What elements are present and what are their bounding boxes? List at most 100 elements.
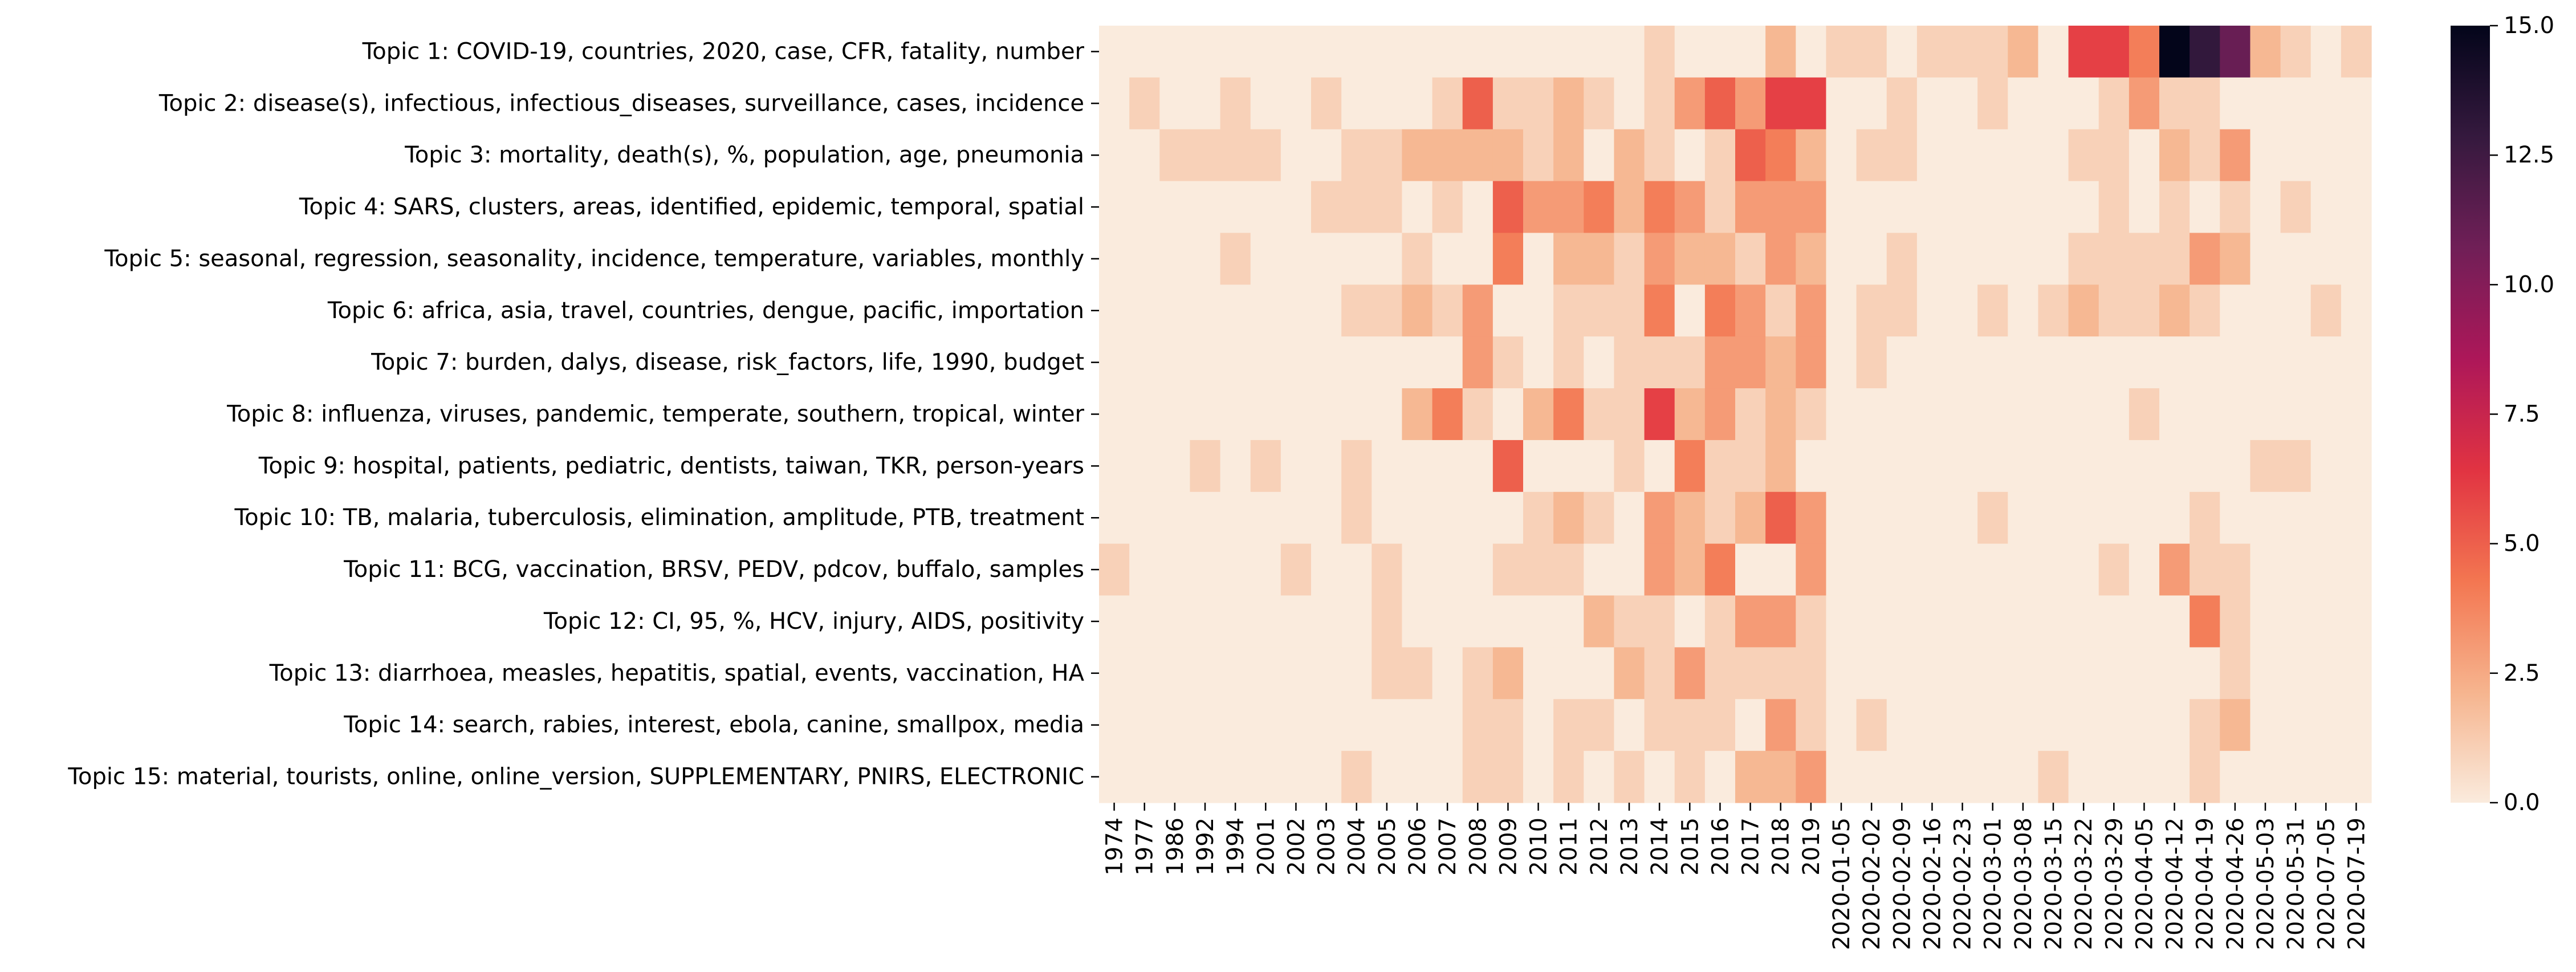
y-tick-label: Topic 2: disease(s), infectious, infecti… xyxy=(158,90,1084,116)
heatmap-cell xyxy=(2341,26,2372,78)
heatmap-cell xyxy=(2310,129,2342,182)
heatmap-cell xyxy=(1735,77,1766,130)
y-tick-label: Topic 11: BCG, vaccination, BRSV, PEDV, … xyxy=(343,556,1084,583)
y-tick-label: Topic 3: mortality, death(s), %, populat… xyxy=(404,142,1084,168)
heatmap-cell xyxy=(1796,699,1827,751)
x-tick-label: 2012 xyxy=(1586,818,1613,876)
heatmap-cell xyxy=(2038,543,2069,596)
heatmap-cell xyxy=(1432,336,1463,389)
heatmap-cell xyxy=(1250,543,1281,596)
heatmap-cell xyxy=(2310,595,2342,648)
heatmap-cell xyxy=(1916,77,1948,130)
heatmap-cell xyxy=(2220,388,2251,441)
heatmap-cell xyxy=(1402,77,1433,130)
heatmap-cell xyxy=(2250,129,2281,182)
heatmap-cell xyxy=(1462,491,1493,544)
heatmap-cell xyxy=(2310,751,2342,803)
heatmap-cell xyxy=(1099,129,1130,182)
x-tick-label: 2001 xyxy=(1253,818,1279,876)
heatmap-cell xyxy=(1614,595,1645,648)
heatmap-cell xyxy=(1977,233,2008,285)
heatmap-cell xyxy=(1886,699,1918,751)
colorbar-tick-label: 2.5 xyxy=(2504,660,2540,686)
heatmap-cell xyxy=(2220,336,2251,389)
heatmap-cell xyxy=(1614,26,1645,78)
heatmap-cell xyxy=(2008,699,2039,751)
heatmap-cell xyxy=(1280,491,1312,544)
heatmap-cell xyxy=(1553,647,1584,699)
heatmap-cell xyxy=(1674,491,1706,544)
heatmap-cell xyxy=(1644,233,1675,285)
heatmap-cell xyxy=(2280,751,2312,803)
heatmap-cell xyxy=(1523,181,1554,234)
heatmap-cell xyxy=(1311,647,1342,699)
heatmap-cell xyxy=(1674,440,1706,493)
heatmap-cell xyxy=(1977,388,2008,441)
x-tick-label: 2020-03-01 xyxy=(1980,818,2007,950)
heatmap-cell xyxy=(2341,181,2372,234)
heatmap-cell xyxy=(1462,284,1493,337)
heatmap-cell xyxy=(1250,647,1281,699)
heatmap-cell xyxy=(1796,26,1827,78)
heatmap-cell xyxy=(1977,26,2008,78)
heatmap-cell xyxy=(1977,129,2008,182)
heatmap-cell xyxy=(2129,543,2160,596)
x-tick-label: 2010 xyxy=(1526,818,1552,876)
heatmap-cell xyxy=(1886,388,1918,441)
heatmap-cell xyxy=(1704,647,1736,699)
heatmap-cell xyxy=(1886,284,1918,337)
heatmap-cell xyxy=(2250,595,2281,648)
heatmap-cell xyxy=(1220,647,1251,699)
heatmap-cell xyxy=(1704,336,1736,389)
heatmap-cell xyxy=(2190,284,2220,337)
heatmap-cell xyxy=(2008,233,2039,285)
heatmap-cell xyxy=(2068,647,2099,699)
colorbar-tick-label: 0.0 xyxy=(2504,790,2540,816)
heatmap-cell xyxy=(1977,751,2008,803)
heatmap-cell xyxy=(2008,181,2039,234)
heatmap-cell xyxy=(1977,491,2008,544)
heatmap-cell xyxy=(1947,336,1978,389)
heatmap-cell xyxy=(2008,751,2039,803)
heatmap-cell xyxy=(1765,751,1796,803)
heatmap-cell xyxy=(2220,440,2251,493)
heatmap-cell xyxy=(2159,595,2190,648)
heatmap-cell xyxy=(1462,440,1493,493)
heatmap-cell xyxy=(2098,77,2130,130)
heatmap-cell xyxy=(1856,595,1887,648)
heatmap-cell xyxy=(1916,595,1948,648)
heatmap-cell xyxy=(1372,543,1403,596)
heatmap-cell xyxy=(1129,595,1160,648)
heatmap-cell xyxy=(1735,595,1766,648)
y-tick-label: Topic 10: TB, malaria, tuberculosis, eli… xyxy=(234,505,1084,531)
heatmap-cell xyxy=(1129,751,1160,803)
heatmap-cell xyxy=(2220,181,2251,234)
heatmap-cell xyxy=(1402,595,1433,648)
heatmap-cell xyxy=(1826,233,1857,285)
heatmap-cell xyxy=(1977,543,2008,596)
heatmap-cell xyxy=(2310,543,2342,596)
heatmap-cell xyxy=(2159,77,2190,130)
heatmap-cell xyxy=(1856,751,1887,803)
heatmap-cell xyxy=(2220,491,2251,544)
heatmap-cell xyxy=(1765,77,1796,130)
heatmap-cell xyxy=(2129,77,2160,130)
heatmap-cell xyxy=(1704,595,1736,648)
heatmap-cell xyxy=(1735,751,1766,803)
heatmap-cell xyxy=(2190,77,2220,130)
heatmap-cell xyxy=(1584,26,1615,78)
heatmap-cell xyxy=(2250,491,2281,544)
heatmap-cell xyxy=(1584,77,1615,130)
heatmap-cell xyxy=(2280,388,2312,441)
heatmap-cell xyxy=(1372,26,1403,78)
heatmap-cell xyxy=(1341,26,1372,78)
heatmap-cell xyxy=(1129,543,1160,596)
heatmap-cell xyxy=(2341,595,2372,648)
heatmap-cell xyxy=(2068,181,2099,234)
x-tick-label: 2020-05-31 xyxy=(2283,818,2309,950)
heatmap-cell xyxy=(2310,388,2342,441)
heatmap-cell xyxy=(1341,284,1372,337)
heatmap-cell xyxy=(1432,26,1463,78)
heatmap-cell xyxy=(1796,181,1827,234)
heatmap-cell xyxy=(1341,595,1372,648)
